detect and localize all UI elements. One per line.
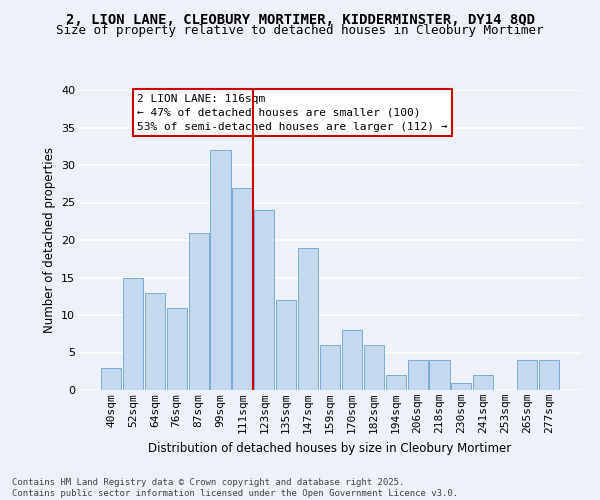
Text: 2, LION LANE, CLEOBURY MORTIMER, KIDDERMINSTER, DY14 8QD: 2, LION LANE, CLEOBURY MORTIMER, KIDDERM…	[65, 12, 535, 26]
Bar	[145, 292, 165, 390]
Bar	[364, 345, 384, 390]
Text: Size of property relative to detached houses in Cleobury Mortimer: Size of property relative to detached ho…	[56, 24, 544, 37]
Bar	[517, 360, 537, 390]
Bar	[123, 278, 143, 390]
Bar	[167, 308, 187, 390]
Bar	[298, 248, 318, 390]
Bar	[386, 375, 406, 390]
Bar	[232, 188, 253, 390]
Bar	[430, 360, 449, 390]
Y-axis label: Number of detached properties: Number of detached properties	[43, 147, 56, 333]
Text: 2 LION LANE: 116sqm
← 47% of detached houses are smaller (100)
53% of semi-detac: 2 LION LANE: 116sqm ← 47% of detached ho…	[137, 94, 448, 132]
Bar	[101, 368, 121, 390]
Bar	[342, 330, 362, 390]
Bar	[539, 360, 559, 390]
Bar	[276, 300, 296, 390]
Text: Contains HM Land Registry data © Crown copyright and database right 2025.
Contai: Contains HM Land Registry data © Crown c…	[12, 478, 458, 498]
Bar	[473, 375, 493, 390]
X-axis label: Distribution of detached houses by size in Cleobury Mortimer: Distribution of detached houses by size …	[148, 442, 512, 454]
Bar	[254, 210, 274, 390]
Bar	[211, 150, 230, 390]
Bar	[407, 360, 428, 390]
Bar	[188, 232, 209, 390]
Bar	[451, 382, 472, 390]
Bar	[320, 345, 340, 390]
